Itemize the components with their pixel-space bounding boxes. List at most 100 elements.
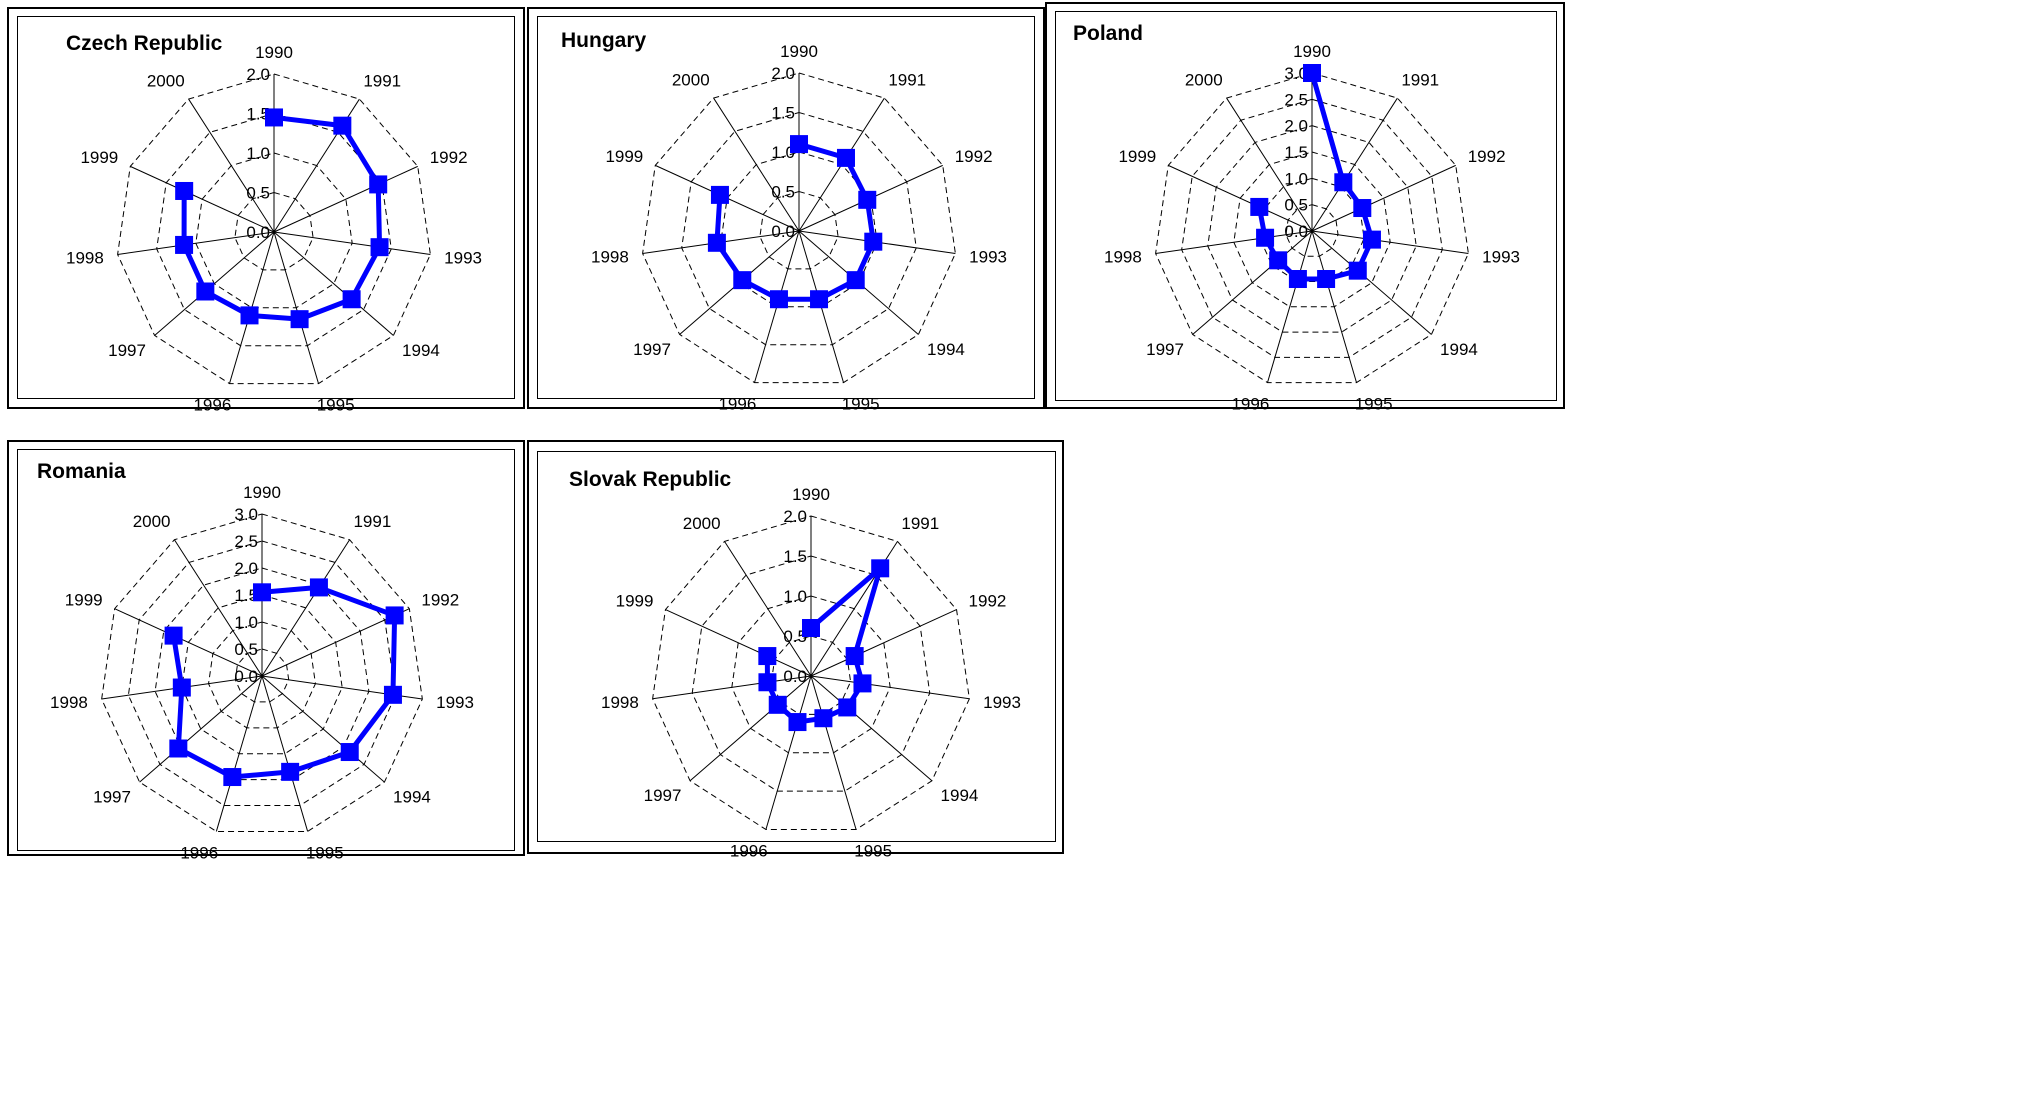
spoke-line [1311, 230, 1469, 254]
spoke-line [261, 675, 309, 832]
spoke-line [724, 541, 812, 677]
radar-chart-romania: 1990 1991 1992 1993 1994 1995 1996 1997 1998 1999… [50, 483, 474, 863]
spoke-line [1311, 230, 1432, 335]
radar-tick-labels: 0.0 0.5 1.0 1.5 2.0 [783, 507, 807, 686]
spoke-line [1192, 230, 1313, 335]
radar-chart-hungary: 1990 1991 1992 1993 1994 1995 1996 1997 1998 1999… [591, 42, 1007, 414]
radar-series [175, 108, 389, 329]
category-label: 1991 [901, 514, 939, 533]
category-label: 1999 [80, 148, 118, 167]
data-point-marker [385, 606, 404, 625]
data-point-marker [172, 678, 191, 697]
category-label: 1996 [718, 395, 756, 414]
tick-label: 2.0 [246, 65, 270, 84]
tick-label: 0.5 [246, 184, 270, 203]
panel-poland-plot-area [1055, 11, 1557, 401]
data-point-marker [1303, 64, 1321, 82]
data-point-marker [1250, 197, 1269, 216]
panel-poland-title: Poland [1073, 22, 1144, 45]
data-point-marker [810, 290, 829, 309]
data-point-marker [871, 559, 890, 578]
grid-ring [208, 621, 316, 729]
data-point-marker [309, 578, 328, 597]
grid-ring [642, 72, 956, 384]
panel-slovak-republic: Slovak Republic 1990 1991 1992 1993 1994 1995… [527, 440, 1064, 861]
panel-hungary-plot-area [537, 16, 1035, 399]
data-point-marker [846, 271, 865, 290]
tick-label: 1.5 [246, 105, 270, 124]
spoke-line [273, 165, 418, 233]
data-point-marker [836, 148, 855, 167]
spoke-line [765, 675, 812, 830]
category-label: 1990 [792, 485, 830, 504]
panel-hungary-title: Hungary [561, 29, 647, 52]
category-label: 1994 [941, 786, 979, 805]
spoke-line [1311, 230, 1357, 383]
category-label: 1992 [430, 148, 468, 167]
tick-label: 0.5 [771, 183, 795, 202]
spoke-line [117, 231, 275, 255]
category-label: 1991 [1401, 71, 1439, 90]
data-point-marker [240, 306, 259, 325]
category-label: 1990 [255, 43, 293, 62]
category-label: 1994 [402, 341, 440, 360]
data-point-marker [340, 743, 359, 762]
category-label: 1994 [393, 787, 431, 806]
tick-label: 0.0 [234, 667, 258, 686]
tick-label: 1.0 [1284, 169, 1308, 188]
data-point-marker [758, 647, 777, 666]
radar-chart-czech-republic: 1990 1991 1992 1993 1994 1995 1996 1997 1998 1999… [66, 43, 482, 415]
category-label: 1993 [444, 249, 482, 268]
category-label: 1991 [353, 512, 391, 531]
category-label: 1991 [363, 72, 401, 91]
radar-chart-poland: 1990 1991 1992 1993 1994 1995 1996 1997 1998 1999… [1104, 42, 1520, 414]
data-point-marker [1362, 230, 1381, 249]
spoke-line [273, 231, 431, 255]
radar-series [707, 135, 883, 309]
tick-label: 0.5 [1284, 196, 1308, 215]
category-label: 1999 [1118, 147, 1156, 166]
radar-grid [101, 513, 423, 832]
data-point-marker [838, 698, 857, 717]
category-label: 1992 [421, 591, 459, 610]
tick-label: 0.0 [1284, 222, 1308, 241]
spoke-line [1226, 97, 1313, 232]
tick-label: 1.0 [234, 613, 258, 632]
data-point-marker [790, 135, 808, 154]
category-label: 1991 [888, 71, 926, 90]
category-label: 1995 [306, 844, 344, 863]
category-label: 1998 [66, 249, 104, 268]
grid-ring [1155, 72, 1469, 384]
tick-label: 1.5 [771, 104, 795, 123]
radar-spokes: 1990 1991 1992 1993 1994 1995 1996 1997 1998 1999… [1104, 42, 1520, 414]
spoke-line [810, 609, 957, 677]
radar-series [1250, 64, 1381, 289]
category-label: 1998 [591, 248, 629, 267]
category-label: 1997 [633, 340, 671, 359]
radar-tick-labels: 0.0 0.5 1.0 1.5 2.0 2.5 3.0 [234, 505, 258, 686]
data-point-marker [1269, 251, 1288, 270]
tick-label: 0.0 [246, 223, 270, 242]
data-point-marker [383, 685, 402, 704]
spoke-line [273, 231, 319, 384]
radar-series [758, 559, 890, 732]
grid-ring [154, 567, 370, 781]
grid-ring [759, 190, 839, 270]
spoke-line [652, 675, 812, 700]
grid-ring [731, 595, 891, 754]
data-point-marker [1348, 261, 1367, 280]
tick-label: 1.5 [1284, 143, 1308, 162]
radar-spokes: 1990 1991 1992 1993 1994 1995 1996 1997 1998 1999… [591, 42, 1007, 414]
category-label: 2000 [147, 72, 185, 91]
category-label: 2000 [683, 514, 721, 533]
grid-ring [652, 515, 970, 831]
panel-romania: Romania 1990 1991 1992 1993 1994 1995 1996 1997… [7, 440, 525, 863]
tick-label: 2.0 [783, 507, 807, 526]
radar-spokes: 1990 1991 1992 1993 1994 1995 1996 1997 1998 1999… [50, 483, 474, 863]
tick-label: 2.5 [1284, 90, 1308, 109]
spoke-line [261, 608, 410, 677]
category-label: 1998 [50, 693, 88, 712]
data-point-marker [1317, 270, 1336, 289]
spoke-line [1168, 164, 1313, 232]
data-point-marker [1353, 199, 1372, 218]
